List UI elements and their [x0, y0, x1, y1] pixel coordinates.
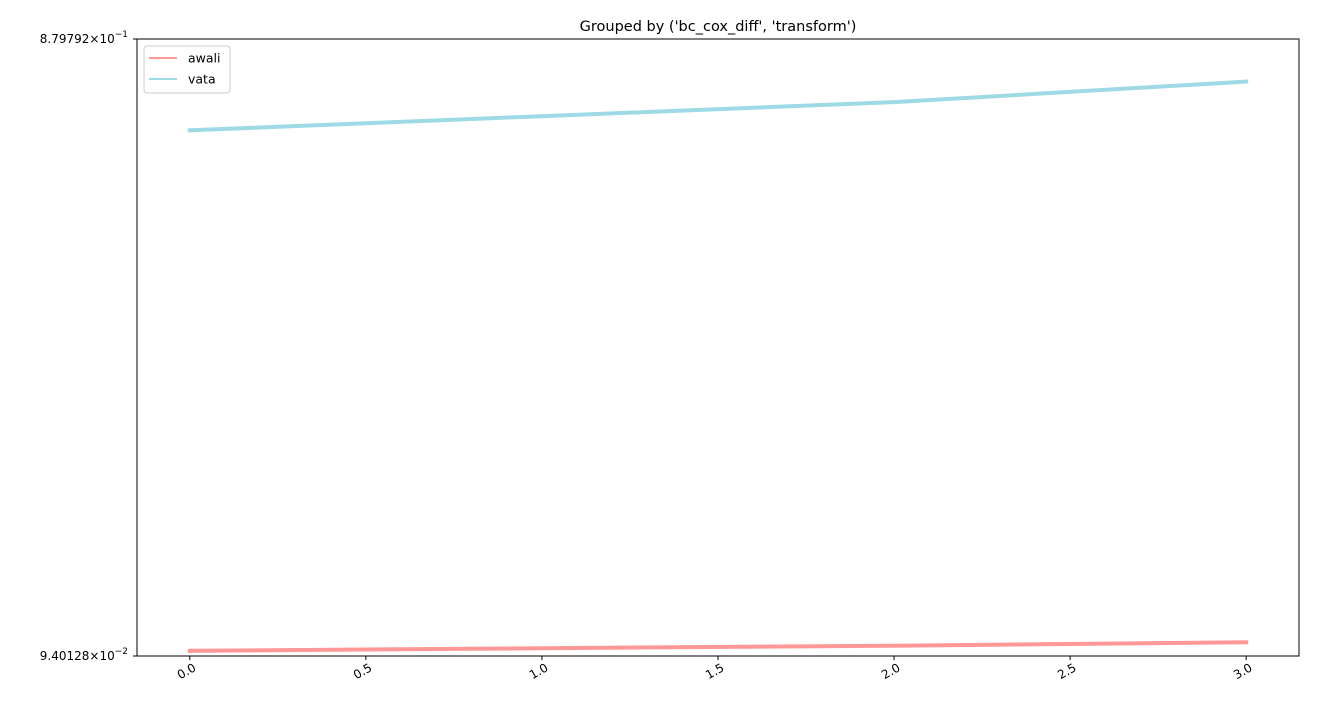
series-line-awali [187, 640, 1249, 653]
series-line-vata [187, 79, 1249, 133]
legend-label-vata: vata [188, 72, 216, 87]
y-tick-label: 8.79792×10−1 [40, 30, 128, 46]
chart-title: Grouped by ('bc_cox_diff', 'transform') [580, 19, 857, 35]
y-tick-label: 9.40128×10−2 [40, 647, 128, 663]
y-axis: 8.79792×10−1 9.40128×10−2 [40, 30, 137, 663]
series-layer [187, 79, 1249, 653]
legend-label-awali: awali [188, 51, 221, 66]
legend: awali vata [143, 45, 231, 94]
